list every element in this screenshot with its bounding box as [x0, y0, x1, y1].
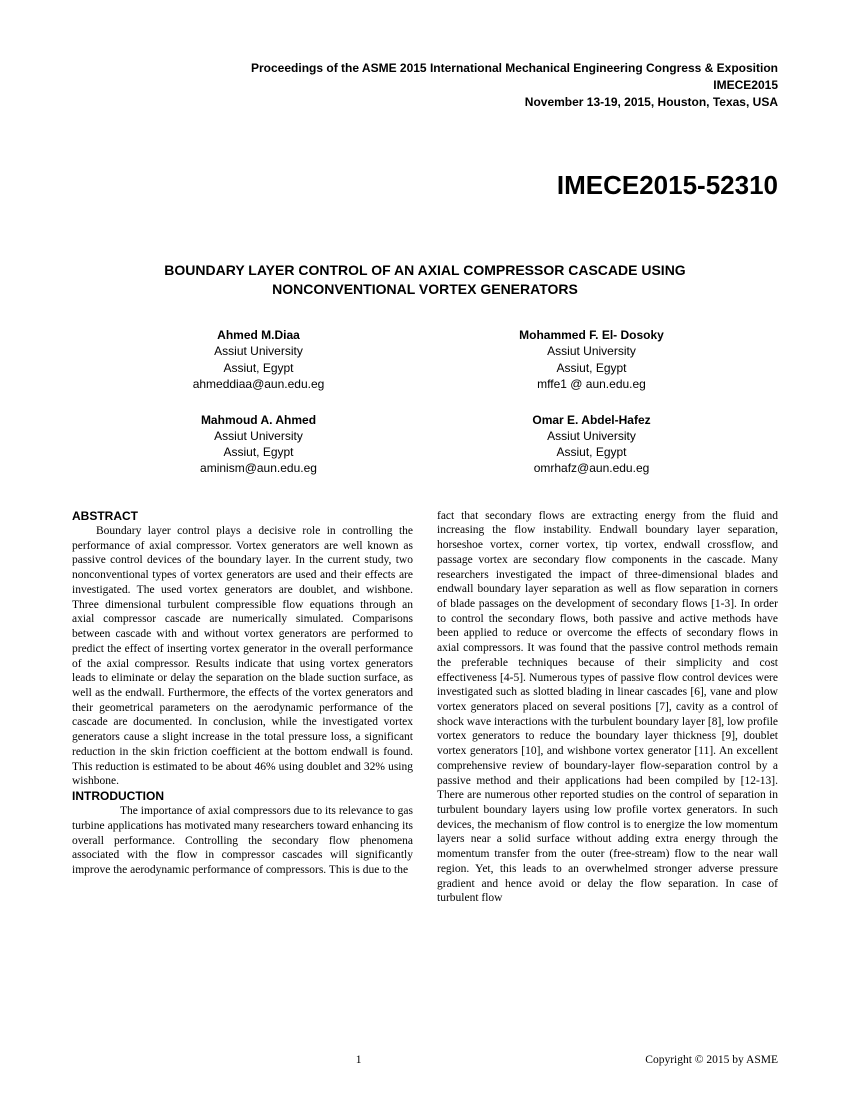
header-line-1: Proceedings of the ASME 2015 Internation… [72, 60, 778, 77]
copyright-text: Copyright © 2015 by ASME [645, 1054, 778, 1066]
author-location: Assiut, Egypt [465, 360, 718, 376]
author-location: Assiut, Egypt [465, 444, 718, 460]
page-number: 1 [356, 1054, 362, 1066]
author-0: Ahmed M.Diaa Assiut University Assiut, E… [132, 327, 385, 392]
authors-block: Ahmed M.Diaa Assiut University Assiut, E… [132, 327, 718, 477]
author-email: ahmeddiaa@aun.edu.eg [132, 376, 385, 392]
introduction-body: The importance of axial compressors due … [72, 804, 413, 878]
author-name: Mohammed F. El- Dosoky [465, 327, 718, 343]
author-email: omrhafz@aun.edu.eg [465, 460, 718, 476]
introduction-heading: INTRODUCTION [72, 789, 413, 804]
paper-title: BOUNDARY LAYER CONTROL OF AN AXIAL COMPR… [112, 261, 738, 299]
header-line-2: IMECE2015 [72, 77, 778, 94]
author-location: Assiut, Egypt [132, 360, 385, 376]
page-footer: 1 Copyright © 2015 by ASME [72, 1054, 778, 1066]
paper-number: IMECE2015-52310 [72, 170, 778, 201]
author-name: Mahmoud A. Ahmed [132, 412, 385, 428]
author-affiliation: Assiut University [465, 343, 718, 359]
right-column-body: fact that secondary flows are extracting… [437, 509, 778, 906]
author-3: Omar E. Abdel-Hafez Assiut University As… [465, 412, 718, 477]
author-name: Ahmed M.Diaa [132, 327, 385, 343]
author-2: Mahmoud A. Ahmed Assiut University Assiu… [132, 412, 385, 477]
author-1: Mohammed F. El- Dosoky Assiut University… [465, 327, 718, 392]
header-line-3: November 13-19, 2015, Houston, Texas, US… [72, 94, 778, 111]
author-name: Omar E. Abdel-Hafez [465, 412, 718, 428]
right-column: fact that secondary flows are extracting… [437, 509, 778, 906]
left-column: ABSTRACT Boundary layer control plays a … [72, 509, 413, 906]
author-affiliation: Assiut University [465, 428, 718, 444]
author-email: mffe1 @ aun.edu.eg [465, 376, 718, 392]
abstract-body: Boundary layer control plays a decisive … [72, 524, 413, 789]
author-email: aminism@aun.edu.eg [132, 460, 385, 476]
abstract-heading: ABSTRACT [72, 509, 413, 524]
author-location: Assiut, Egypt [132, 444, 385, 460]
body-columns: ABSTRACT Boundary layer control plays a … [72, 509, 778, 906]
conference-header: Proceedings of the ASME 2015 Internation… [72, 60, 778, 110]
author-affiliation: Assiut University [132, 343, 385, 359]
author-affiliation: Assiut University [132, 428, 385, 444]
